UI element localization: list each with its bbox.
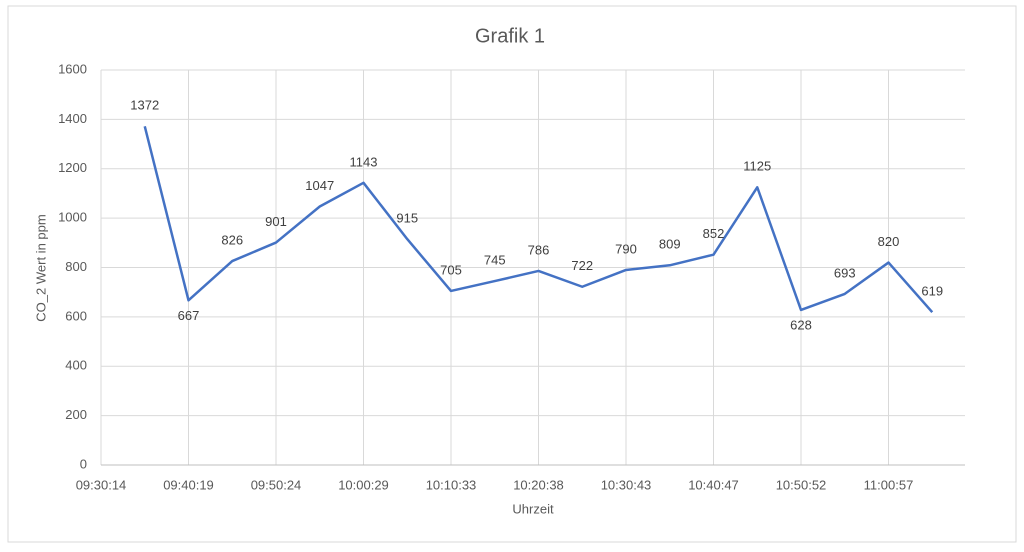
chart-area (7, 5, 1017, 543)
data-label: 786 (528, 242, 550, 257)
data-label: 1125 (743, 159, 771, 174)
data-label: 809 (659, 237, 681, 252)
data-label: 628 (790, 317, 812, 332)
x-tick-label: 09:40:19 (163, 477, 214, 492)
data-label: 619 (921, 284, 943, 299)
x-tick-label: 10:00:29 (338, 477, 389, 492)
x-tick-label: 10:10:33 (426, 477, 477, 492)
y-tick-label: 200 (65, 407, 87, 422)
data-label: 915 (396, 211, 418, 226)
x-tick-label: 10:50:52 (776, 477, 827, 492)
x-tick-label: 09:30:14 (76, 477, 127, 492)
y-tick-label: 400 (65, 358, 87, 373)
data-label: 1143 (350, 154, 378, 169)
data-label: 820 (878, 234, 900, 249)
data-label: 852 (703, 226, 725, 241)
y-tick-label: 600 (65, 308, 87, 323)
data-label: 693 (834, 265, 856, 280)
y-tick-label: 1000 (58, 210, 87, 225)
x-tick-label: 09:50:24 (251, 477, 302, 492)
data-label: 901 (265, 214, 287, 229)
y-tick-label: 800 (65, 259, 87, 274)
chart-title: Grafik 1 (475, 25, 545, 47)
data-label: 826 (221, 233, 243, 248)
x-tick-label: 10:30:43 (601, 477, 652, 492)
y-tick-label: 1600 (58, 61, 87, 76)
data-label: 667 (178, 308, 200, 323)
data-label: 705 (440, 262, 462, 277)
y-tick-label: 1200 (58, 160, 87, 175)
y-axis-label: CO_2 Wert in ppm (33, 214, 48, 321)
y-tick-label: 1400 (58, 111, 87, 126)
x-tick-label: 10:40:47 (688, 477, 739, 492)
x-axis-label: Uhrzeit (512, 501, 554, 516)
data-label: 1047 (305, 178, 334, 193)
x-tick-label: 10:20:38 (513, 477, 564, 492)
y-tick-label: 0 (80, 456, 87, 471)
data-label: 1372 (130, 98, 159, 113)
x-tick-label: 11:00:57 (864, 477, 914, 492)
data-label: 745 (484, 253, 506, 268)
data-label: 790 (615, 241, 637, 256)
line (143, 125, 934, 314)
data-label: 722 (571, 258, 593, 273)
